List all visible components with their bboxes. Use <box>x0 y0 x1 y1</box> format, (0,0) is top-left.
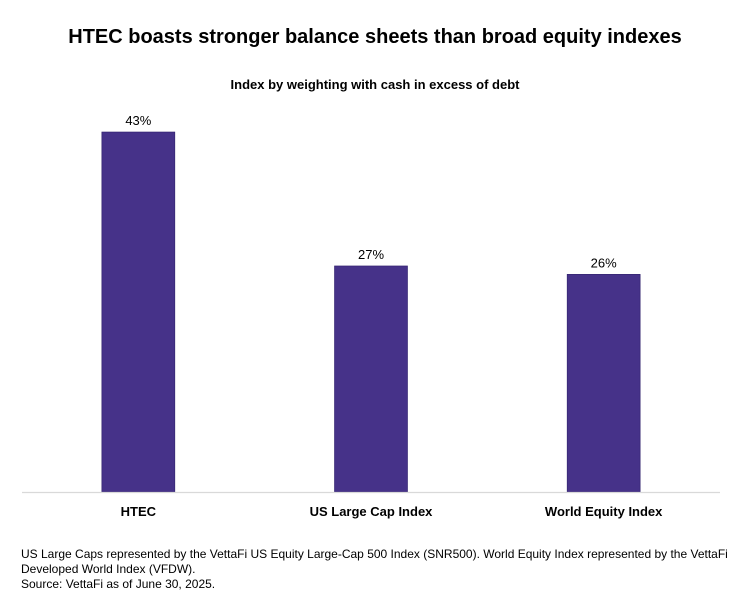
chart-subtitle: Index by weighting with cash in excess o… <box>230 77 520 92</box>
category-label: US Large Cap Index <box>310 504 434 519</box>
footnote-text: US Large Caps represented by the VettaFi… <box>21 547 728 576</box>
bar-2 <box>566 274 641 493</box>
data-label: 27% <box>358 247 384 262</box>
category-label: World Equity Index <box>545 504 663 519</box>
bar-1 <box>334 265 408 493</box>
bar-0 <box>101 131 176 493</box>
chart-title: HTEC boasts stronger balance sheets than… <box>68 26 682 48</box>
category-label: HTEC <box>121 504 157 519</box>
footnote: US Large Caps represented by the VettaFi… <box>21 547 741 592</box>
source-text: Source: VettaFi as of June 30, 2025. <box>21 577 216 591</box>
bar-chart: 43% HTEC 27% US Large Cap Index 26% World Equ… <box>22 113 720 519</box>
data-label: 26% <box>591 255 617 270</box>
data-label: 43% <box>125 113 151 128</box>
